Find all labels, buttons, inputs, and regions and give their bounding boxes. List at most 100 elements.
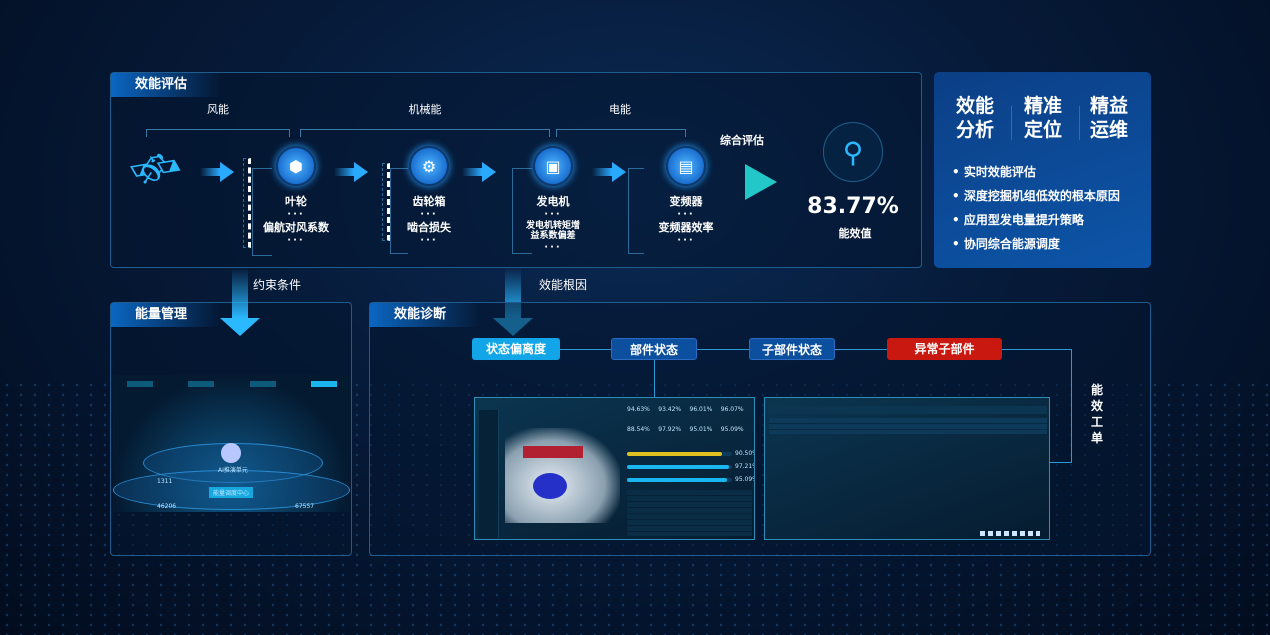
connector-line (628, 168, 644, 254)
connector-line (654, 360, 655, 398)
ellipsis: ··· (420, 235, 438, 246)
overall-label: 综合评估 (720, 134, 764, 147)
component-generator[interactable]: 发电机 ··· 发电机转矩增益系数偏差 ··· (525, 195, 581, 254)
bracket (146, 129, 290, 137)
down-arrow (220, 268, 260, 336)
fault-table (627, 490, 752, 536)
converter-icon: ▤ (666, 146, 706, 186)
constraint-label: 约束条件 (252, 278, 302, 292)
bracket (300, 129, 550, 137)
feature-card: 效能 分析 精准 定位 精益 运维 • 实时效能评估 • 深度挖掘机组低效的根本原因 … (934, 72, 1151, 268)
component-metric: 偏航对风系数 (263, 221, 329, 234)
panel-title: 能量管理 (111, 303, 221, 327)
connector-line (390, 168, 408, 254)
divider (1011, 106, 1012, 140)
center-label: AI推演单元 (218, 467, 248, 474)
feature-item: • 深度挖掘机组低效的根本原因 (952, 189, 1120, 203)
step-abnormal-subcomponent[interactable]: 异常子部件 (887, 338, 1002, 360)
metric-value: 96.01% (689, 406, 713, 413)
metric-value: 93.42% (658, 406, 682, 413)
metric-value: 95.09% (720, 426, 744, 433)
feature-list: • 实时效能评估 • 深度挖掘机组低效的根本原因 • 应用型发电量提升策略 • … (952, 160, 1120, 256)
component-metric: 发电机转矩增益系数偏差 (525, 221, 580, 241)
feature-heading: 精益 运维 (1090, 95, 1129, 141)
dashed-bracket (382, 163, 390, 241)
component-name: 齿轮箱 (412, 195, 446, 208)
step-component-state[interactable]: 部件状态 (611, 338, 697, 360)
ellipsis: ··· (287, 209, 305, 220)
nacelle-model-image (505, 428, 620, 523)
ellipsis: ··· (287, 235, 305, 246)
preview-table (769, 418, 1047, 434)
metric-value: 96.07% (720, 406, 744, 413)
component-name: 变频器 (669, 195, 703, 208)
component-converter[interactable]: 变频器 ··· 变频器效率 ··· (659, 195, 714, 247)
efficiency-value: 83.77% (807, 194, 899, 219)
preview-sidebar (479, 410, 499, 538)
metric-value: 88.54% (627, 426, 650, 433)
ellipsis: ··· (677, 235, 695, 246)
dashed-bracket (243, 158, 251, 248)
gearbox-icon: ⚙ (409, 146, 449, 186)
stat-value: 67557 (295, 503, 315, 510)
component-name: 发电机 (536, 195, 570, 208)
flow-arrow (200, 162, 234, 182)
progress-bars: 90.50% 97.21% 95.09% (627, 448, 754, 488)
component-metric: 啮合损失 (407, 221, 451, 234)
work-order-preview[interactable] (764, 397, 1050, 540)
metric-value: 97.92% (658, 426, 682, 433)
flow-arrow (462, 162, 496, 182)
feature-item: • 实时效能评估 (952, 165, 1036, 179)
overall-arrow (745, 164, 777, 200)
stat-value: 46206 (157, 503, 177, 510)
component-gearbox[interactable]: 齿轮箱 ··· 啮合损失 ··· (407, 195, 451, 247)
connector-line (512, 168, 532, 254)
step-state-deviation[interactable]: 状态偏离度 (472, 338, 560, 360)
panel-title: 效能评估 (111, 73, 221, 97)
assessment-panel: 效能评估 (110, 72, 922, 268)
bracket (556, 129, 686, 137)
metric-value: 95.01% (689, 426, 713, 433)
flow-arrow (592, 162, 626, 182)
component-metric: 变频器效率 (658, 221, 714, 234)
feature-heading: 效能 分析 (956, 95, 995, 141)
progress-bar (627, 478, 732, 482)
feature-item: • 协同综合能源调度 (952, 237, 1060, 251)
group-label-electric: 电能 (609, 103, 631, 116)
connector-line (252, 168, 272, 256)
impeller-icon: ⬢ (276, 146, 316, 186)
metric-value: 94.63% (627, 406, 650, 413)
step-subcomponent-state[interactable]: 子部件状态 (749, 338, 835, 360)
component-diagnosis-preview[interactable]: 94.63% 93.42% 96.01% 96.07% 88.54% 97.92% 95.0… (474, 397, 755, 540)
hub-label: 能量调度中心 (209, 487, 254, 498)
efficiency-caption: 能效值 (838, 227, 872, 240)
root-cause-label: 效能根因 (538, 278, 588, 292)
energy-dashboard-preview[interactable]: AI推演单元 能量调度中心 1311 46206 67557 (113, 375, 350, 512)
generator-icon: ▣ (533, 146, 573, 186)
step-connector (560, 349, 887, 350)
feature-item: • 应用型发电量提升策略 (952, 213, 1084, 227)
feature-heading: 精准 定位 (1024, 95, 1063, 141)
ellipsis: ··· (544, 209, 562, 220)
pagination (980, 531, 1040, 536)
group-label-mechanical: 机械能 (408, 103, 442, 116)
progress-label: 97.21% (735, 463, 754, 470)
stat-value: 1311 (157, 478, 173, 485)
preview-tabs (127, 381, 337, 387)
component-name: 叶轮 (285, 195, 307, 208)
robot-icon (221, 443, 241, 463)
wind-turbine-icon: ⚲ (823, 122, 883, 182)
group-label-wind: 风能 (207, 103, 229, 116)
progress-label: 95.09% (735, 476, 754, 483)
ellipsis: ··· (677, 209, 695, 220)
progress-label: 90.50% (735, 450, 754, 457)
panel-title: 效能诊断 (370, 303, 480, 327)
metric-grid: 94.63% 93.42% 96.01% 96.07% 88.54% 97.92% 95.0… (627, 406, 752, 442)
ellipsis: ··· (420, 209, 438, 220)
flow-arrow (334, 162, 368, 182)
divider (1079, 106, 1080, 140)
component-impeller[interactable]: 叶轮 ··· 偏航对风系数 ··· (263, 195, 329, 247)
preview-toolbar (769, 406, 1047, 414)
progress-bar (627, 452, 732, 456)
work-order-label: 能效工单 (1090, 383, 1103, 445)
